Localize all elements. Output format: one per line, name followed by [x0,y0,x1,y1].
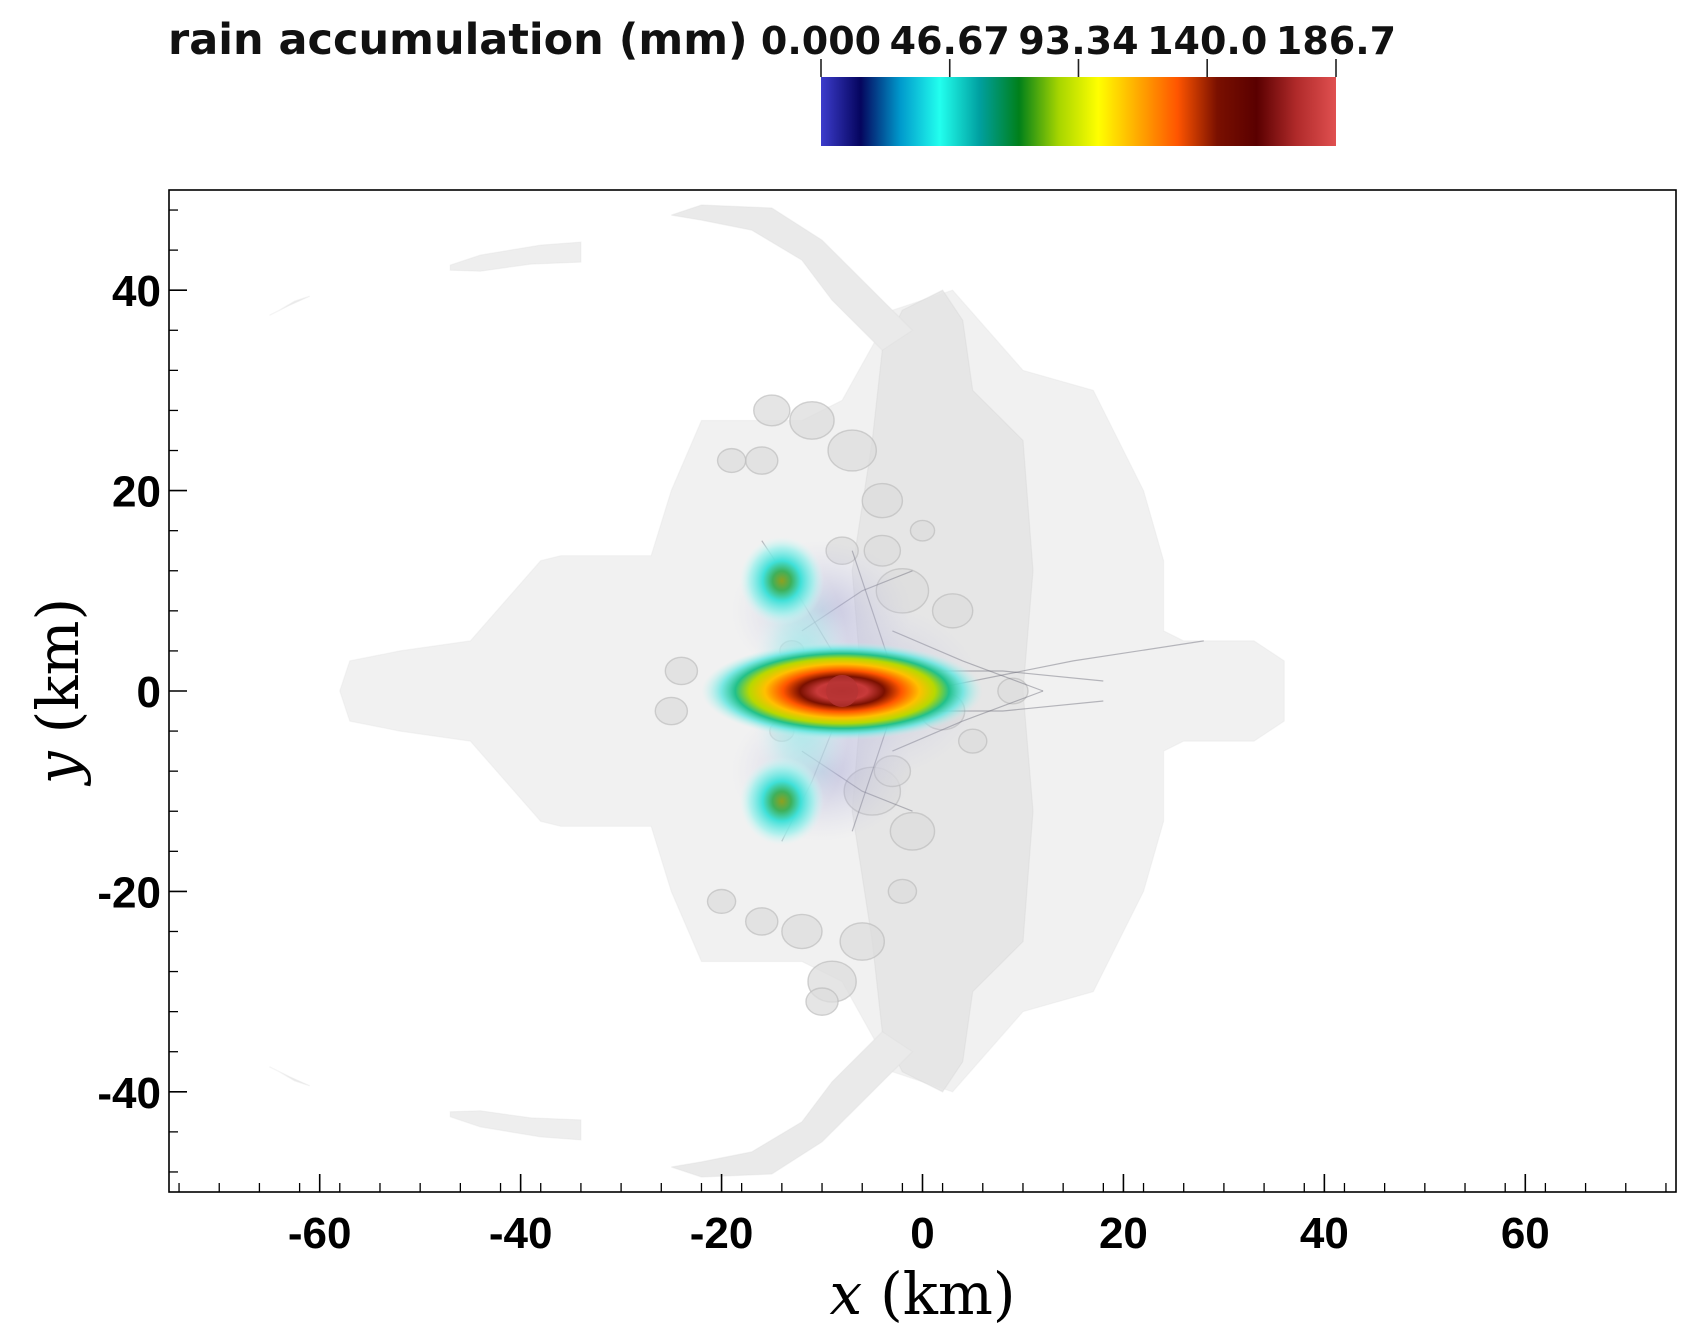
colorbar-tick-label: 186.7 [1276,19,1396,63]
y-axis-ticks: -40 -20 0 20 40 [97,209,187,1173]
plot-area: -60 -40 -20 0 20 40 60 -40 -20 0 20 40 [97,189,1677,1258]
precip-peak-center [826,674,859,708]
convective-cell [654,696,689,726]
y-tick-label: -20 [97,868,161,917]
streak-north [449,241,582,272]
x-tick-label: -40 [489,1209,553,1258]
streak-south [449,1110,582,1141]
x-tick-label: -60 [288,1209,352,1258]
precip-maximum-secondary-north [739,536,825,625]
convective-cell [997,677,1029,705]
y-tick-label: 0 [137,668,161,717]
colorbar-tick-label: 140.0 [1147,19,1267,63]
precip-maximum-secondary-south [739,757,825,846]
wing-north [671,204,914,352]
colorbar-tick-label: 93.34 [1018,19,1138,63]
rain-field [269,204,1285,1178]
x-tick-label: 40 [1300,1209,1349,1258]
x-axis-variable: x [829,1260,862,1328]
colorbar: rain accumulation (mm) 0.000 46.67 93.34 14… [168,15,1396,146]
speck-north [269,295,310,316]
convective-cell [805,987,839,1016]
colorbar-tick-label: 0.000 [761,19,881,63]
y-tick-label: 40 [112,267,161,316]
colorbar-ticks: 0.000 46.67 93.34 140.0 186.7 [761,19,1396,77]
convective-cell [839,922,886,961]
convective-cell [861,482,904,519]
y-axis-label: y (km) [24,598,92,787]
x-tick-label: -20 [690,1209,754,1258]
convective-cell [827,429,877,472]
convective-cell [753,394,791,427]
convective-cell [706,888,737,915]
y-axis-unit: (km) [24,598,92,733]
colorbar-tick-label: 46.67 [890,19,1010,63]
wing-south [671,1030,914,1178]
x-tick-label: 0 [910,1209,934,1258]
convective-cell [664,656,699,686]
convective-cell [889,811,936,851]
convective-cell [887,878,918,905]
colorbar-title: rain accumulation (mm) [168,15,748,65]
x-axis-unit: (km) [880,1260,1015,1328]
speck-south [269,1066,310,1087]
y-tick-label: 20 [112,468,161,517]
convective-cell [931,593,974,629]
convective-cell [716,447,747,474]
y-tick-label: -40 [97,1069,161,1118]
convective-cell [781,913,823,950]
convective-cell [744,446,779,475]
convective-cell [789,401,835,440]
x-tick-label: 60 [1501,1209,1550,1258]
x-axis-ticks: -60 -40 -20 0 20 40 60 [178,1174,1667,1258]
colorbar-gradient [821,77,1336,146]
x-tick-label: 20 [1099,1209,1148,1258]
convective-cell [744,907,779,936]
x-axis-label: x (km) [829,1260,1015,1328]
y-axis-variable: y [24,750,92,787]
convective-cell [909,519,936,542]
